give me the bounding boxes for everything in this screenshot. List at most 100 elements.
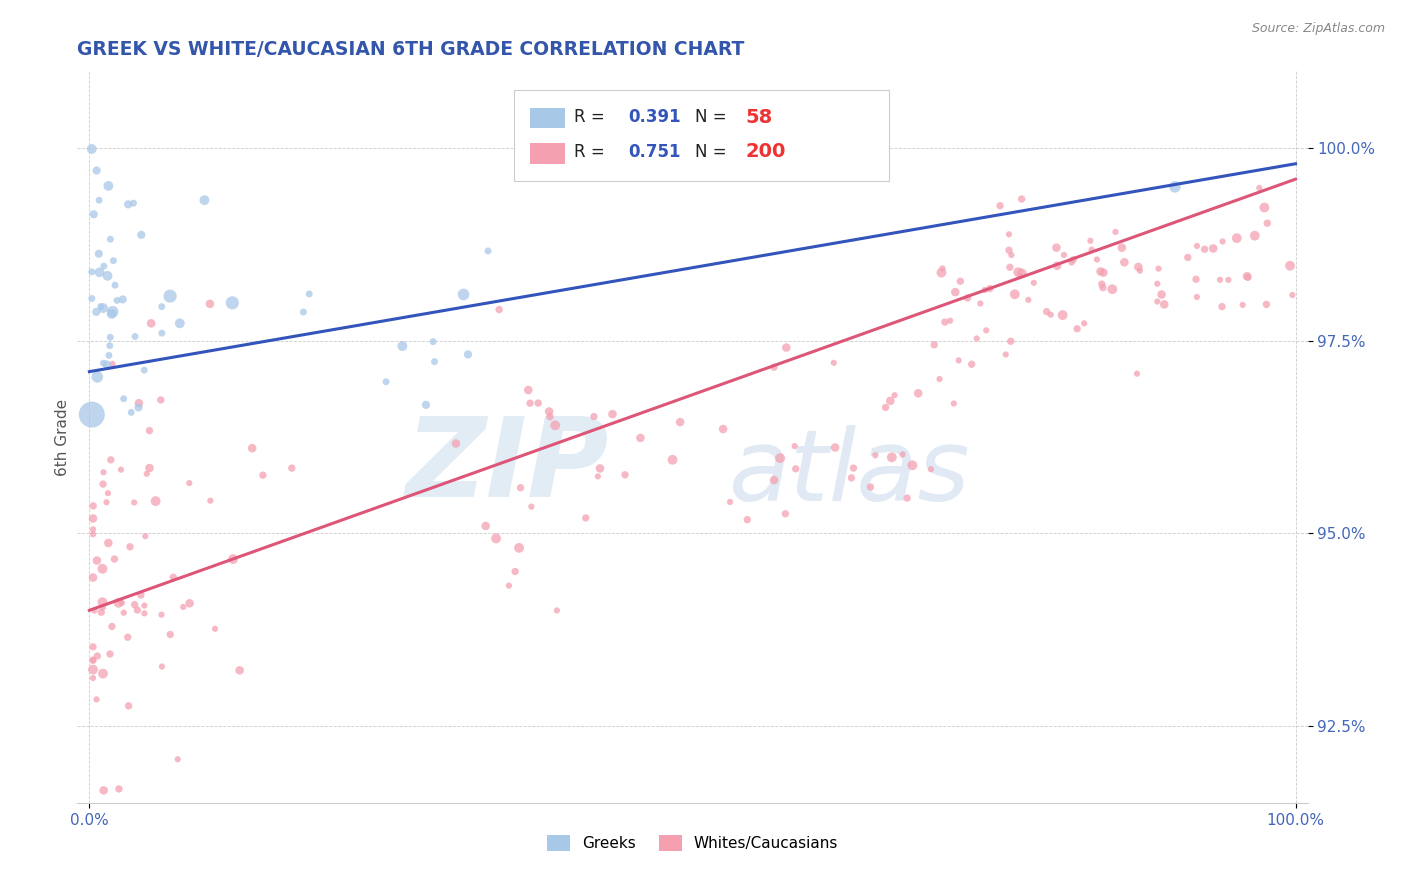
Point — [824, 441, 846, 455]
Point — [124, 329, 146, 343]
Point — [112, 392, 135, 406]
Point — [1236, 269, 1258, 284]
Point — [783, 439, 806, 453]
Point — [1256, 297, 1278, 311]
Point — [112, 606, 135, 620]
Text: R =: R = — [575, 109, 610, 127]
Point — [82, 522, 104, 536]
Point — [127, 401, 149, 415]
Point — [1101, 282, 1123, 296]
Point — [517, 383, 540, 397]
Point — [1085, 252, 1108, 267]
Point — [93, 465, 115, 479]
Point — [86, 163, 108, 178]
Point — [179, 596, 201, 610]
Point — [375, 375, 398, 389]
Point — [880, 450, 903, 465]
Point — [1104, 225, 1126, 239]
Point — [128, 396, 150, 410]
Point — [589, 461, 612, 475]
Point — [883, 388, 905, 402]
Point — [240, 441, 263, 455]
Point — [82, 653, 104, 667]
Point — [117, 197, 139, 211]
Point — [159, 289, 181, 303]
Point — [138, 424, 160, 438]
Point — [949, 274, 972, 288]
Text: R =: R = — [575, 143, 610, 161]
Point — [82, 511, 104, 525]
Point — [1202, 242, 1225, 256]
Point — [1281, 288, 1303, 302]
Point — [145, 494, 167, 508]
Point — [520, 500, 543, 514]
Point — [960, 357, 983, 371]
Point — [422, 334, 444, 349]
Point — [150, 607, 173, 622]
Point — [1126, 367, 1149, 381]
Point — [998, 260, 1021, 275]
Point — [90, 605, 112, 619]
Point — [134, 599, 156, 613]
Point — [150, 659, 173, 673]
Point — [1253, 201, 1275, 215]
Point — [93, 783, 115, 797]
Point — [101, 357, 124, 371]
Point — [122, 196, 145, 211]
Point — [994, 347, 1017, 361]
Text: GREEK VS WHITE/CAUCASIAN 6TH GRADE CORRELATION CHART: GREEK VS WHITE/CAUCASIAN 6TH GRADE CORRE… — [77, 39, 745, 59]
Text: 200: 200 — [745, 143, 786, 161]
Point — [292, 305, 315, 319]
Point — [1045, 241, 1067, 255]
Point — [942, 396, 965, 410]
Point — [928, 372, 950, 386]
Point — [100, 307, 122, 321]
Point — [98, 232, 121, 246]
Point — [474, 519, 496, 533]
Point — [988, 199, 1011, 213]
Point — [969, 296, 991, 310]
Point — [91, 301, 114, 315]
Point — [1194, 242, 1216, 256]
Point — [134, 363, 156, 377]
Point — [281, 461, 304, 475]
Point — [1128, 260, 1150, 274]
Point — [96, 495, 118, 509]
Point — [80, 265, 103, 279]
Point — [896, 491, 918, 505]
Point — [423, 354, 446, 368]
Point — [129, 588, 152, 602]
Point — [1090, 264, 1112, 278]
Point — [1000, 334, 1022, 349]
Point — [108, 781, 131, 796]
Point — [80, 292, 103, 306]
Point — [614, 467, 637, 482]
Point — [974, 323, 997, 337]
Point — [1011, 192, 1033, 206]
Point — [879, 393, 901, 408]
Point — [1111, 241, 1133, 255]
Point — [127, 603, 149, 617]
Point — [150, 300, 173, 314]
Point — [110, 463, 132, 477]
Text: Source: ZipAtlas.com: Source: ZipAtlas.com — [1251, 22, 1385, 36]
Point — [179, 476, 201, 491]
Point — [966, 331, 988, 345]
Bar — [530, 108, 565, 128]
Point — [711, 422, 734, 436]
Point — [544, 418, 567, 433]
Point — [920, 462, 942, 476]
Point — [1279, 259, 1302, 273]
Point — [931, 261, 953, 276]
Point — [1226, 231, 1249, 245]
Point — [586, 469, 609, 483]
Point — [97, 178, 120, 193]
Point — [669, 415, 692, 429]
Point — [735, 513, 758, 527]
Point — [973, 283, 995, 297]
Point — [998, 244, 1021, 258]
Point — [763, 473, 786, 487]
Point — [1073, 316, 1095, 330]
Point — [488, 302, 510, 317]
Point — [93, 259, 115, 273]
